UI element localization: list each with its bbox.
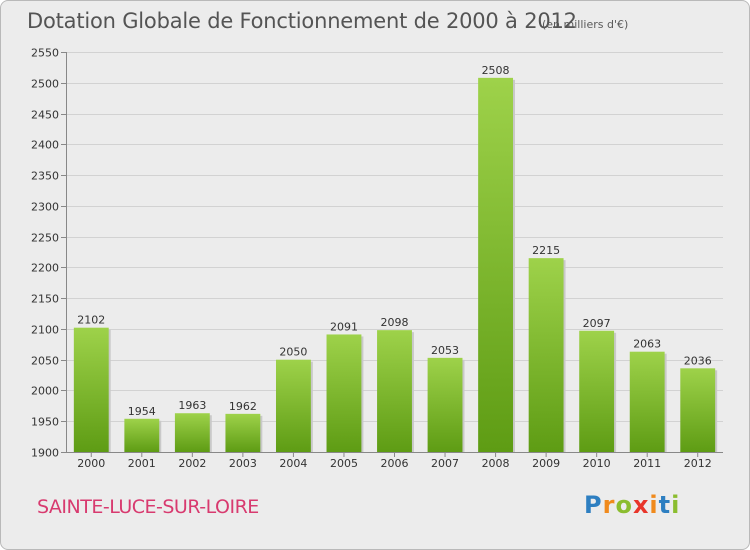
data-label: 2091	[330, 320, 358, 333]
bar	[275, 359, 311, 452]
y-tick-label: 1950	[31, 416, 59, 429]
x-tick-label: 2012	[684, 457, 712, 470]
data-label: 2215	[532, 244, 560, 257]
brand-letter: i	[649, 491, 659, 519]
data-label: 2036	[684, 354, 712, 367]
data-label: 2063	[633, 338, 661, 351]
data-label: 2102	[77, 314, 105, 327]
y-tick-label: 2450	[31, 109, 59, 122]
y-tick-label: 2050	[31, 355, 59, 368]
bar	[427, 357, 463, 452]
data-label: 2097	[583, 317, 611, 330]
brand-letter: x	[632, 491, 650, 519]
brand-letter: o	[615, 491, 633, 519]
x-tick-label: 2008	[482, 457, 510, 470]
y-tick-label: 2150	[31, 293, 59, 306]
bar	[478, 77, 514, 452]
bar	[680, 368, 716, 452]
y-tick-label: 2300	[31, 201, 59, 214]
y-tick-label: 2400	[31, 139, 59, 152]
axis-layer: 1900 1950 2000 2050 2100 2150 2200 2250 2300 2350…	[31, 47, 723, 470]
x-tick-label: 2006	[381, 457, 409, 470]
x-tick-label: 2011	[633, 457, 661, 470]
data-label: 1962	[229, 400, 257, 413]
bar	[73, 327, 109, 452]
x-tick-label: 2010	[583, 457, 611, 470]
y-tick-label: 2350	[31, 170, 59, 183]
data-label: 2508	[482, 64, 510, 77]
x-tick-label: 2004	[279, 457, 307, 470]
bar	[225, 413, 261, 452]
data-label: 1963	[178, 399, 206, 412]
y-tick-label: 2250	[31, 232, 59, 245]
bar	[579, 330, 615, 452]
x-tick-label: 2009	[532, 457, 560, 470]
bar-layer	[73, 77, 718, 452]
y-tick-label: 2550	[31, 47, 59, 60]
x-tick-label: 2002	[178, 457, 206, 470]
bar	[629, 351, 665, 452]
brand-letter: t	[658, 491, 672, 519]
chart-title: Dotation Globale de Fonctionnement de 20…	[27, 9, 577, 33]
y-tick-label: 2200	[31, 262, 59, 275]
bar	[124, 418, 160, 452]
x-tick-label: 2000	[77, 457, 105, 470]
y-tick-label: 2100	[31, 324, 59, 337]
data-label: 2050	[279, 346, 307, 359]
brand-letter: r	[602, 491, 616, 519]
chart-unit-note: (en milliers d'€)	[542, 18, 629, 31]
bar	[377, 330, 412, 452]
proxiti-logo: Proxiti	[584, 491, 680, 519]
data-label: 2053	[431, 344, 459, 357]
bar	[528, 258, 564, 452]
x-tick-label: 2005	[330, 457, 358, 470]
y-tick-label: 2000	[31, 385, 59, 398]
x-tick-label: 2007	[431, 457, 459, 470]
y-tick-label: 2500	[31, 78, 59, 91]
bar	[174, 413, 210, 452]
x-tick-label: 2001	[128, 457, 156, 470]
label-layer: 2102 1954 1963 1962 2050 2091 2098 2053 2508 2215…	[77, 64, 711, 418]
data-label: 2098	[381, 316, 409, 329]
brand-letter: i	[671, 491, 681, 519]
bar	[326, 334, 362, 452]
x-tick-label: 2003	[229, 457, 257, 470]
brand-letter: P	[584, 491, 603, 519]
data-label: 1954	[128, 405, 156, 418]
y-tick-label: 1900	[31, 447, 59, 460]
commune-name: SAINTE-LUCE-SUR-LOIRE	[37, 496, 259, 518]
